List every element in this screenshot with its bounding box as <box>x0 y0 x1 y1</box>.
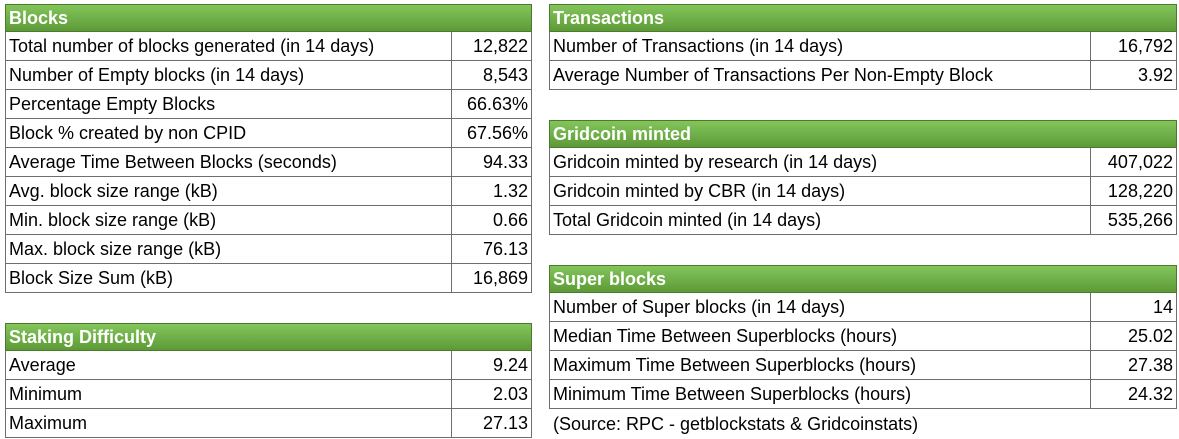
row-label: Min. block size range (kB) <box>6 206 452 234</box>
row-label: Median Time Between Superblocks (hours) <box>550 322 1091 350</box>
row-value: 12,822 <box>472 36 528 56</box>
row-label: Number of Empty blocks (in 14 days) <box>6 61 452 89</box>
table-row: Number of Super blocks (in 14 days) 14 <box>549 293 1177 322</box>
table-row: Total Gridcoin minted (in 14 days) 535,26… <box>549 206 1177 235</box>
table-row: Number of Empty blocks (in 14 days) 8,543 <box>5 61 532 90</box>
row-value: 9.24 <box>492 355 528 375</box>
transactions-header: Transactions <box>549 4 1177 32</box>
row-value: 94.33 <box>482 152 528 172</box>
transactions-table: Transactions Number of Transactions (in … <box>549 4 1177 90</box>
row-value: 128,220 <box>1107 181 1173 201</box>
superblocks-header: Super blocks <box>549 265 1177 293</box>
row-value: 535,266 <box>1107 210 1173 230</box>
row-value: 14 <box>1152 297 1173 317</box>
table-row: Gridcoin minted by CBR (in 14 days) 128,2… <box>549 177 1177 206</box>
row-label: Max. block size range (kB) <box>6 235 452 263</box>
table-row: Avg. block size range (kB) 1.32 <box>5 177 532 206</box>
row-label: Percentage Empty Blocks <box>6 90 452 118</box>
table-row: Number of Transactions (in 14 days) 16,79… <box>549 32 1177 61</box>
row-value: 16,869 <box>472 268 528 288</box>
table-row: Block % created by non CPID 67.56% <box>5 119 532 148</box>
table-row: Median Time Between Superblocks (hours) 2… <box>549 322 1177 351</box>
row-value: 76.13 <box>482 239 528 259</box>
table-row: Total number of blocks generated (in 14 … <box>5 32 532 61</box>
row-value: 25.02 <box>1127 326 1173 346</box>
table-row: Maximum Time Between Superblocks (hours)… <box>549 351 1177 380</box>
row-label: Avg. block size range (kB) <box>6 177 452 205</box>
row-value: 16,792 <box>1117 36 1173 56</box>
table-row: Average Time Between Blocks (seconds) 94.… <box>5 148 532 177</box>
row-value: 3.92 <box>1137 65 1173 85</box>
row-value: 24.32 <box>1127 384 1173 404</box>
row-label: Number of Super blocks (in 14 days) <box>550 293 1091 321</box>
row-label: Block Size Sum (kB) <box>6 264 452 292</box>
super-blocks-table: Super blocks Number of Super blocks (in … <box>549 265 1177 409</box>
row-value: 407,022 <box>1107 152 1173 172</box>
row-value: 27.13 <box>482 413 528 433</box>
row-label: Total Gridcoin minted (in 14 days) <box>550 206 1091 234</box>
table-row: Minimum Time Between Superblocks (hours)… <box>549 380 1177 409</box>
source-note: (Source: RPC - getblockstats & Gridcoins… <box>553 414 919 434</box>
row-value: 67.56% <box>466 123 528 143</box>
row-label: Number of Transactions (in 14 days) <box>550 32 1091 60</box>
table-row: Average Number of Transactions Per Non-E… <box>549 61 1177 90</box>
blocks-table: Blocks Total number of blocks generated … <box>5 4 532 293</box>
row-label: Maximum Time Between Superblocks (hours) <box>550 351 1091 379</box>
table-row: Maximum 27.13 <box>5 409 532 438</box>
row-label: Maximum <box>6 409 452 437</box>
row-value: 0.66 <box>492 210 528 230</box>
table-row: Average 9.24 <box>5 351 532 380</box>
row-value: 8,543 <box>482 65 528 85</box>
row-value: 27.38 <box>1127 355 1173 375</box>
row-value: 1.32 <box>492 181 528 201</box>
row-value: 66.63% <box>466 94 528 114</box>
row-label: Gridcoin minted by CBR (in 14 days) <box>550 177 1091 205</box>
row-label: Block % created by non CPID <box>6 119 452 147</box>
row-label: Minimum <box>6 380 452 408</box>
row-value: 2.03 <box>492 384 528 404</box>
table-row: Minimum 2.03 <box>5 380 532 409</box>
staking-difficulty-table: Staking Difficulty Average 9.24 Minimum 2.… <box>5 323 532 438</box>
staking-header: Staking Difficulty <box>5 323 532 351</box>
gridcoin-minted-table: Gridcoin minted Gridcoin minted by resea… <box>549 120 1177 235</box>
table-row: Max. block size range (kB) 76.13 <box>5 235 532 264</box>
table-row: Gridcoin minted by research (in 14 days)… <box>549 148 1177 177</box>
minted-header: Gridcoin minted <box>549 120 1177 148</box>
row-label: Total number of blocks generated (in 14 … <box>6 32 452 60</box>
table-row: Percentage Empty Blocks 66.63% <box>5 90 532 119</box>
table-row: Block Size Sum (kB) 16,869 <box>5 264 532 293</box>
row-label: Average Number of Transactions Per Non-E… <box>550 61 1091 89</box>
row-label: Gridcoin minted by research (in 14 days) <box>550 148 1091 176</box>
row-label: Average <box>6 351 452 379</box>
row-label: Minimum Time Between Superblocks (hours) <box>550 380 1091 408</box>
row-label: Average Time Between Blocks (seconds) <box>6 148 452 176</box>
table-row: Min. block size range (kB) 0.66 <box>5 206 532 235</box>
blocks-header: Blocks <box>5 4 532 32</box>
